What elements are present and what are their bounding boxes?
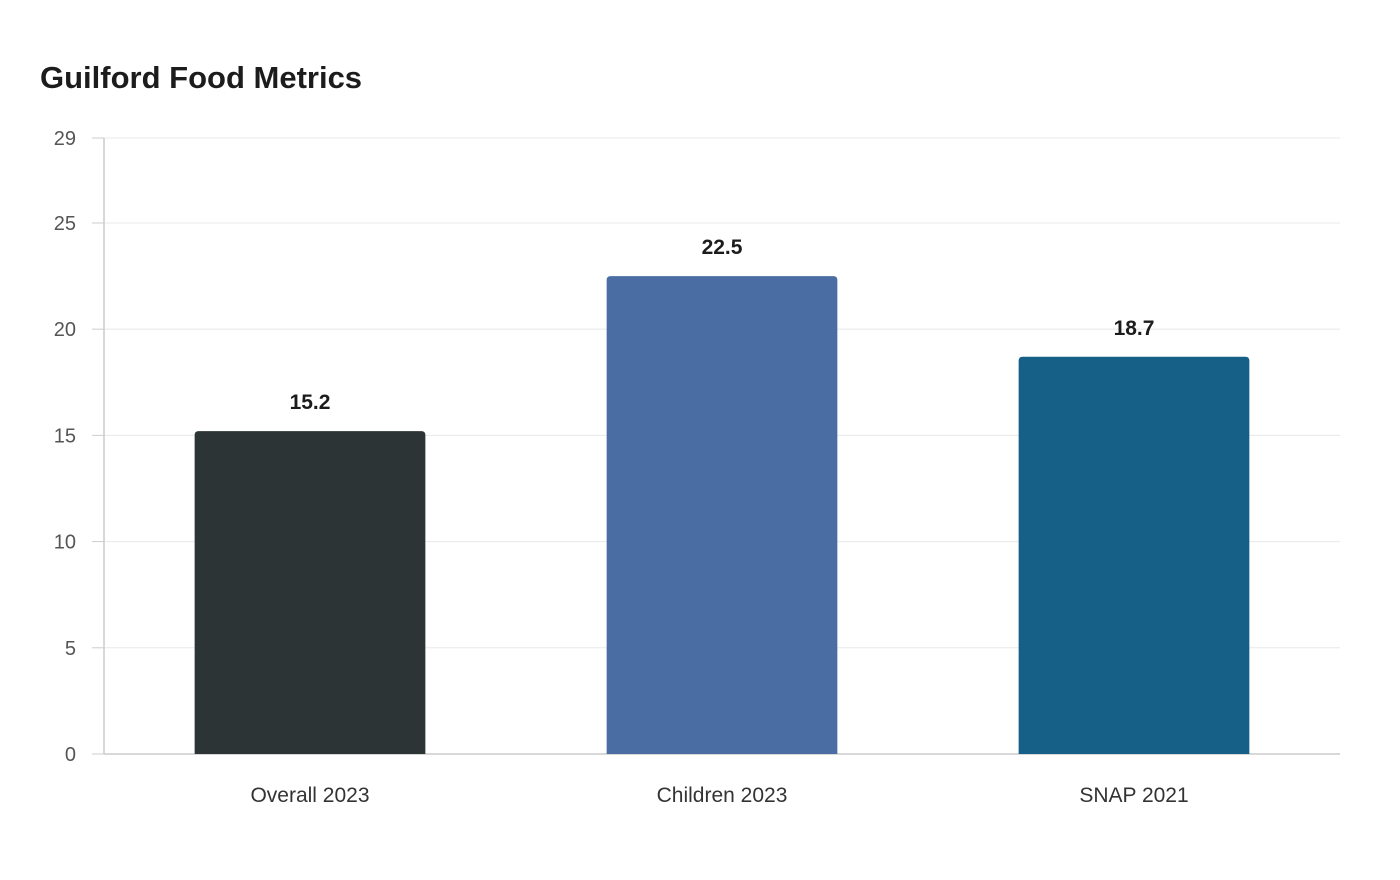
y-tick-label: 29 bbox=[54, 128, 76, 150]
labels: 0 5 10 15 20 25 29 15.2 Overall 2023 22.5 Children… bbox=[54, 128, 1189, 807]
x-category-label: Children 2023 bbox=[657, 784, 788, 807]
y-tick-label: 0 bbox=[65, 744, 76, 766]
bar-children-2023 bbox=[606, 276, 838, 754]
bar-value-label: 15.2 bbox=[290, 391, 331, 414]
bar-value-label: 18.7 bbox=[1114, 317, 1155, 340]
bars bbox=[194, 276, 1250, 754]
y-tick-label: 25 bbox=[54, 213, 76, 235]
bar-value-label: 22.5 bbox=[702, 236, 743, 259]
bar-snap-2021 bbox=[1018, 356, 1250, 754]
y-tick-label: 20 bbox=[54, 319, 76, 341]
y-tick-label: 10 bbox=[54, 532, 76, 554]
chart-title: Guilford Food Metrics bbox=[40, 60, 363, 95]
y-tick-label: 15 bbox=[54, 425, 76, 447]
y-tick-label: 5 bbox=[65, 638, 76, 660]
bar-overall-2023 bbox=[194, 431, 426, 754]
x-category-label: Overall 2023 bbox=[250, 784, 369, 807]
x-category-label: SNAP 2021 bbox=[1079, 784, 1188, 807]
